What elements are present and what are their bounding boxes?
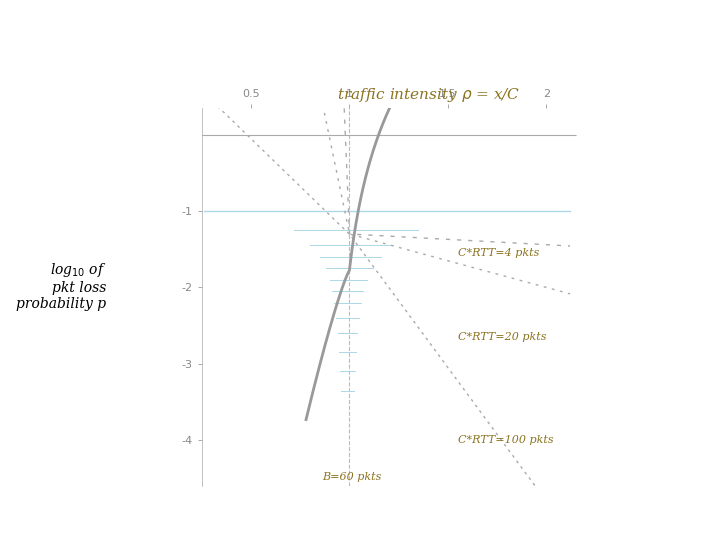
Text: C*RTT=100 pkts: C*RTT=100 pkts <box>458 435 554 445</box>
Text: Instability plot: Instability plot <box>22 18 321 52</box>
Text: log$_{10}$ of
pkt loss
probability p: log$_{10}$ of pkt loss probability p <box>16 261 107 312</box>
Text: B=60 pkts: B=60 pkts <box>322 472 381 482</box>
Text: small-buffer case: small-buffer case <box>299 26 455 44</box>
Text: C*RTT=4 pkts: C*RTT=4 pkts <box>458 248 539 258</box>
Text: C*RTT=20 pkts: C*RTT=20 pkts <box>458 332 546 342</box>
Text: traffic intensity $\rho$ = x/C: traffic intensity $\rho$ = x/C <box>337 86 520 104</box>
